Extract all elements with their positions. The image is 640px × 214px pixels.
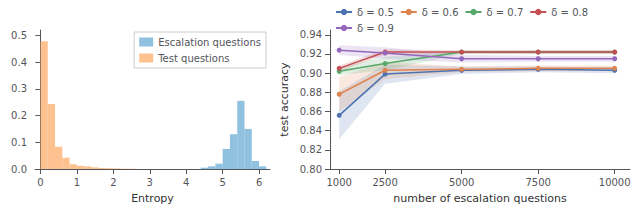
svg-text:0.2: 0.2 <box>11 110 27 121</box>
svg-text:2500: 2500 <box>372 177 397 188</box>
svg-text:0.94: 0.94 <box>300 29 322 40</box>
svg-text:δ = 0.9: δ = 0.9 <box>357 23 394 34</box>
svg-text:0.88: 0.88 <box>300 87 322 98</box>
svg-text:0.80: 0.80 <box>300 164 322 175</box>
svg-text:Test questions: Test questions <box>157 53 229 64</box>
svg-text:δ = 0.5: δ = 0.5 <box>357 7 394 18</box>
svg-text:0.82: 0.82 <box>300 144 322 155</box>
svg-text:7500: 7500 <box>525 177 550 188</box>
svg-text:0.5: 0.5 <box>11 30 27 41</box>
svg-text:δ = 0.8: δ = 0.8 <box>551 7 588 18</box>
svg-text:0.4: 0.4 <box>11 57 27 68</box>
svg-text:5000: 5000 <box>449 177 474 188</box>
svg-text:6: 6 <box>256 177 262 188</box>
svg-text:2: 2 <box>110 177 116 188</box>
svg-text:4: 4 <box>183 177 189 188</box>
svg-text:0.84: 0.84 <box>300 125 322 136</box>
svg-text:3: 3 <box>147 177 153 188</box>
svg-text:δ = 0.6: δ = 0.6 <box>422 7 459 18</box>
svg-text:1: 1 <box>74 177 80 188</box>
svg-text:0.1: 0.1 <box>11 137 27 148</box>
svg-text:number of escalation questions: number of escalation questions <box>393 192 567 205</box>
svg-text:test accuracy: test accuracy <box>278 62 291 137</box>
svg-text:0.90: 0.90 <box>300 68 322 79</box>
svg-text:0.86: 0.86 <box>300 106 322 117</box>
svg-text:1000: 1000 <box>326 177 351 188</box>
svg-text:5: 5 <box>219 177 225 188</box>
svg-text:0.3: 0.3 <box>11 83 27 94</box>
svg-text:10000: 10000 <box>599 177 631 188</box>
svg-text:0.0: 0.0 <box>11 164 27 175</box>
svg-text:Entropy: Entropy <box>131 192 174 205</box>
svg-text:Escalation questions: Escalation questions <box>158 37 261 48</box>
svg-text:0: 0 <box>37 177 43 188</box>
svg-text:0.92: 0.92 <box>300 48 322 59</box>
svg-text:δ = 0.7: δ = 0.7 <box>487 7 524 18</box>
